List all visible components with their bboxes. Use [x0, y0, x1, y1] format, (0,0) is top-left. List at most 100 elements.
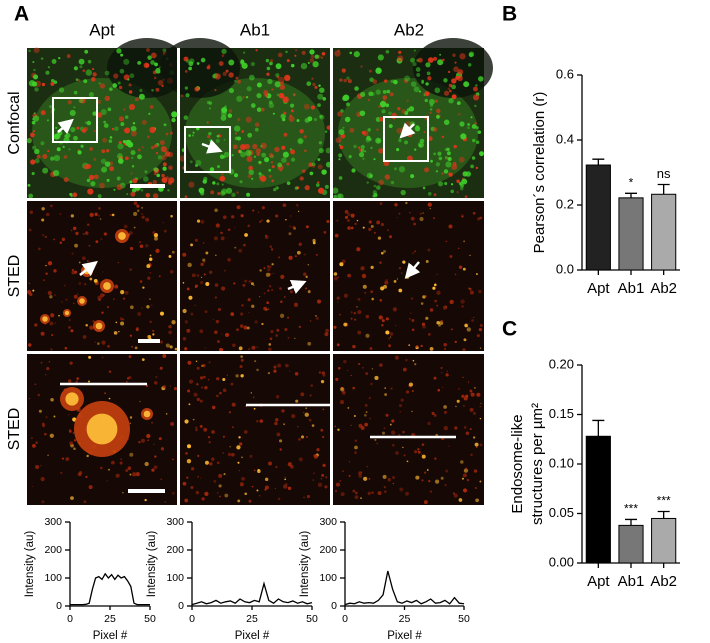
speckle	[460, 299, 465, 304]
speckle	[195, 428, 198, 432]
speckle	[241, 130, 245, 133]
speckle	[128, 231, 133, 235]
speckle	[317, 482, 323, 488]
speckle	[379, 363, 383, 367]
speckle	[293, 302, 299, 307]
speckle	[100, 108, 107, 115]
speckle	[358, 146, 361, 149]
speckle	[375, 67, 382, 74]
speckle	[342, 94, 350, 101]
speckle	[140, 188, 144, 192]
speckle	[338, 144, 341, 147]
speckle	[154, 172, 157, 176]
speckle	[258, 160, 262, 165]
speckle	[221, 48, 227, 55]
speckle	[380, 222, 384, 227]
speckle	[282, 96, 289, 103]
speckle	[152, 333, 155, 336]
speckle	[73, 135, 78, 141]
speckle	[402, 367, 407, 372]
speckle	[445, 469, 449, 473]
speckle	[80, 144, 84, 148]
speckle	[167, 180, 173, 185]
speckle	[235, 374, 239, 378]
speckle	[452, 53, 456, 57]
speckle	[152, 179, 158, 185]
speckle	[317, 93, 324, 100]
speckle	[342, 126, 345, 129]
speckle	[365, 314, 370, 319]
speckle	[251, 304, 255, 308]
speckle	[149, 271, 152, 274]
speckle	[223, 138, 226, 141]
speckle	[203, 176, 208, 182]
speckle	[93, 157, 97, 161]
speckle	[268, 168, 272, 172]
speckle	[378, 148, 384, 154]
speckle	[285, 50, 288, 54]
speckle	[322, 408, 325, 411]
speckle	[467, 381, 470, 383]
speckle	[240, 312, 244, 316]
x-tick-label: 25	[399, 613, 411, 625]
speckle	[405, 201, 408, 205]
speckle	[32, 115, 40, 122]
speckle	[364, 150, 367, 153]
speckle	[405, 358, 408, 362]
speckle	[470, 116, 473, 119]
x-tick-label: 25	[246, 613, 258, 625]
speckle	[301, 50, 306, 55]
speckle	[332, 187, 339, 194]
speckle	[268, 461, 273, 466]
speckle	[425, 82, 429, 86]
speckle	[163, 229, 167, 233]
speckle	[458, 265, 463, 269]
speckle	[61, 237, 66, 241]
speckle	[131, 164, 135, 168]
speckle	[303, 411, 305, 414]
speckle	[359, 110, 366, 117]
speckle	[383, 490, 387, 494]
speckle	[372, 190, 377, 195]
speckle	[307, 116, 313, 122]
speckle	[149, 320, 152, 324]
speckle	[248, 165, 254, 171]
speckle	[94, 212, 98, 216]
speckle	[384, 174, 390, 180]
speckle	[268, 347, 272, 352]
speckle	[192, 131, 195, 134]
speckle	[187, 360, 192, 365]
speckle	[469, 428, 472, 431]
speckle	[28, 282, 31, 285]
speckle	[479, 480, 482, 483]
speckle	[248, 348, 251, 351]
speckle	[162, 166, 167, 171]
speckle	[304, 118, 309, 123]
speckle	[475, 273, 478, 276]
bar	[585, 435, 611, 564]
speckle	[378, 116, 384, 122]
speckle	[140, 213, 144, 216]
speckle	[453, 144, 457, 149]
speckle	[206, 121, 209, 124]
speckle	[123, 224, 128, 229]
speckle	[454, 273, 457, 276]
speckle	[358, 152, 365, 158]
speckle	[54, 133, 61, 140]
speckle	[453, 493, 458, 498]
speckle	[77, 472, 82, 477]
speckle	[73, 294, 78, 299]
speckle	[443, 425, 448, 431]
speckle	[421, 81, 424, 84]
speckle	[307, 61, 310, 65]
speckle	[118, 330, 120, 333]
speckle	[321, 371, 325, 375]
speckle	[195, 490, 200, 495]
cell-region	[32, 78, 172, 188]
speckle	[298, 457, 303, 462]
speckle	[360, 497, 362, 500]
speckle	[296, 205, 299, 208]
speckle	[211, 405, 216, 410]
speckle	[406, 99, 409, 102]
speckle	[312, 61, 319, 68]
